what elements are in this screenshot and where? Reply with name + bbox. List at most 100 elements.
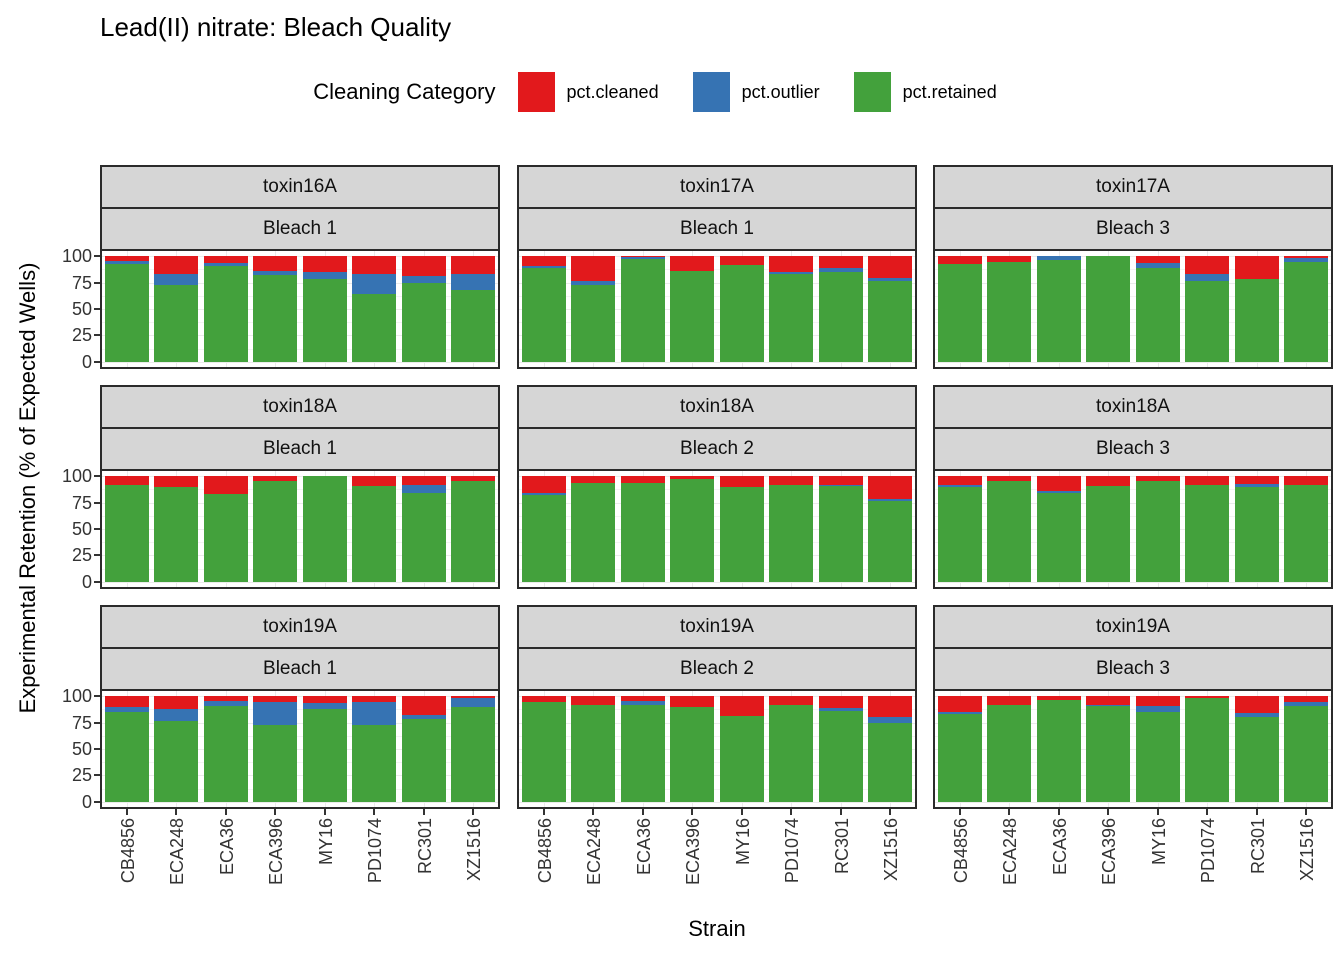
bar-segment-retained — [1185, 484, 1230, 582]
bar-segment-cleaned — [154, 476, 199, 488]
bar-segment-retained — [1185, 697, 1230, 802]
facet-panel — [517, 249, 917, 369]
facet-strip-bleach: Bleach 1 — [100, 427, 500, 471]
bar-segment-cleaned — [451, 696, 496, 699]
bar-segment-cleaned — [521, 476, 566, 493]
bar-segment-cleaned — [352, 696, 397, 702]
x-tick-mark — [422, 809, 425, 815]
gridline — [935, 476, 1331, 478]
bar-segment-cleaned — [1185, 696, 1230, 698]
legend-item-outlier: pct.outlier — [692, 72, 820, 112]
gridline — [519, 322, 915, 324]
bar-segment-retained — [769, 485, 814, 582]
bar-segment-outlier — [521, 265, 566, 269]
y-tick-mark — [94, 721, 100, 724]
bar-segment-retained — [769, 274, 814, 362]
bar-segment-retained — [521, 495, 566, 582]
bar-segment-outlier — [401, 714, 446, 719]
x-tick-label-strain: ECA396 — [1099, 818, 1120, 886]
y-tick-label: 0 — [81, 571, 92, 592]
bar-segment-outlier — [1234, 713, 1279, 718]
x-tick-mark — [1305, 809, 1308, 815]
x-tick-label-strain: RC301 — [1247, 818, 1268, 875]
y-tick-mark — [94, 501, 100, 504]
bar-segment-retained — [352, 724, 397, 802]
legend-title: Cleaning Category — [313, 79, 496, 104]
gridline — [102, 788, 498, 790]
facet-panel — [100, 249, 500, 369]
bar-segment-cleaned — [987, 476, 1032, 481]
y-tick-label: 25 — [71, 325, 92, 346]
bar-segment-retained — [401, 282, 446, 362]
gridline — [519, 696, 915, 698]
bar-segment-outlier — [1135, 262, 1180, 268]
bar-segment-retained — [670, 706, 715, 802]
facet-strip-toxin: toxin17A — [517, 165, 917, 209]
y-tick-mark — [94, 800, 100, 803]
gridline — [935, 269, 1331, 271]
bar-segment-cleaned — [1284, 696, 1329, 702]
x-tick-mark — [1057, 809, 1060, 815]
bar-segment-cleaned — [571, 256, 616, 282]
bar-segment-retained — [203, 266, 248, 362]
bar-segment-cleaned — [868, 476, 913, 499]
x-tick-label-strain: MY16 — [732, 818, 753, 866]
gridline — [519, 709, 915, 711]
x-tick-label-strain: PD1074 — [1198, 818, 1219, 884]
bar-segment-retained — [571, 704, 616, 802]
bar-segment-cleaned — [302, 696, 347, 703]
bar-segment-outlier — [203, 263, 248, 267]
bar-segment-cleaned — [868, 256, 913, 278]
facet-panel — [933, 689, 1333, 809]
gridline — [102, 542, 498, 544]
legend-item-retained: pct.retained — [853, 72, 997, 112]
bar-segment-cleaned — [937, 696, 982, 713]
bar-segment-outlier — [818, 268, 863, 272]
gridline — [519, 489, 915, 491]
bar-segment-cleaned — [769, 256, 814, 272]
y-tick-mark — [94, 748, 100, 750]
gridline — [935, 348, 1331, 350]
bar-segment-cleaned — [620, 476, 665, 483]
bar-segment-retained — [1036, 493, 1081, 582]
gridline — [102, 489, 498, 491]
bar-segment-retained — [937, 263, 982, 362]
bar-segment-cleaned — [104, 256, 149, 262]
gridline — [935, 309, 1331, 310]
bar-segment-cleaned — [719, 476, 764, 488]
bar-segment-retained — [203, 493, 248, 582]
gridline — [935, 529, 1331, 530]
y-tick-label: 100 — [61, 246, 92, 267]
x-tick-mark — [274, 809, 277, 815]
gridline — [935, 568, 1331, 570]
bar-segment-cleaned — [571, 696, 616, 705]
bar-segment-retained — [1086, 485, 1131, 582]
bar-segment-retained — [401, 718, 446, 802]
gridline — [935, 502, 1331, 504]
bar-segment-cleaned — [1185, 256, 1230, 275]
bar-segment-cleaned — [719, 256, 764, 265]
bar-segment-retained — [451, 480, 496, 582]
bar-segment-retained — [154, 487, 199, 582]
y-tick-label: 0 — [81, 791, 92, 812]
bar-segment-retained — [104, 484, 149, 582]
y-tick-label: 25 — [71, 765, 92, 786]
bar-segment-retained — [670, 478, 715, 582]
gridline — [102, 722, 498, 724]
facet-strip-bleach: Bleach 1 — [517, 207, 917, 251]
bar-segment-cleaned — [769, 476, 814, 486]
gridline — [935, 335, 1331, 337]
x-tick-label-strain: CB4856 — [950, 818, 971, 884]
gridline — [935, 801, 1331, 803]
x-tick-mark — [839, 809, 842, 815]
facet-strip-bleach: Bleach 3 — [933, 207, 1333, 251]
x-tick-mark — [641, 809, 644, 815]
bar-segment-cleaned — [670, 476, 715, 479]
x-tick-label-strain: ECA396 — [266, 818, 287, 886]
bar-segment-retained — [451, 707, 496, 802]
gridline — [519, 361, 915, 363]
gridline — [102, 568, 498, 570]
y-tick-mark — [94, 695, 100, 698]
y-tick-mark — [94, 475, 100, 478]
